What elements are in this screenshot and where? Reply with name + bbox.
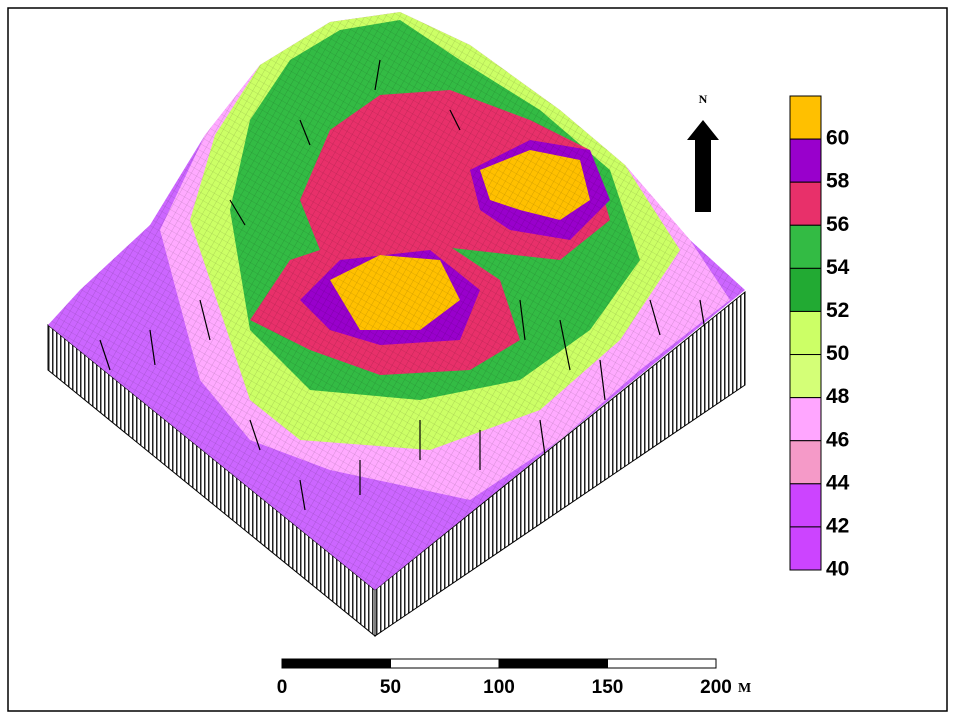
scale-label: 150 — [592, 677, 624, 698]
legend-label: 58 — [826, 170, 850, 193]
terrain — [48, 12, 745, 636]
legend-swatch — [790, 527, 821, 570]
legend-label: 48 — [826, 385, 850, 408]
legend-swatch — [790, 225, 821, 268]
legend-label: 60 — [826, 127, 849, 150]
legend-swatch — [790, 484, 821, 527]
legend-label: 40 — [826, 558, 849, 581]
north-label: N — [699, 92, 708, 106]
legend-swatch — [790, 182, 821, 225]
scale-segment — [499, 659, 608, 668]
scale-unit: M — [738, 681, 751, 696]
legend-swatch — [790, 311, 821, 354]
scale-bar: 0 50 100 150 200 M — [277, 659, 752, 698]
legend-swatch — [790, 139, 821, 182]
legend-swatch — [790, 398, 821, 441]
legend-label: 46 — [826, 428, 849, 451]
legend-label: 42 — [826, 514, 849, 537]
legend-label: 54 — [826, 256, 850, 279]
legend: 60 58 56 54 52 50 48 46 44 42 40 — [790, 96, 850, 581]
scale-label: 100 — [483, 677, 515, 698]
legend-label: 50 — [826, 342, 849, 365]
legend-label: 56 — [826, 213, 849, 236]
legend-label: 52 — [826, 299, 849, 322]
north-arrow: N — [687, 92, 719, 212]
legend-swatch — [790, 441, 821, 484]
legend-label: 44 — [826, 471, 850, 494]
legend-swatch — [790, 355, 821, 398]
scale-segment — [608, 659, 717, 668]
scale-label: 50 — [380, 677, 401, 698]
legend-swatch — [790, 268, 821, 311]
map: N 60 58 56 54 52 50 48 46 44 42 40 0 50 100 150 200 M — [0, 0, 955, 719]
legend-swatch — [790, 96, 821, 139]
scale-segment — [391, 659, 500, 668]
scale-label: 200 — [700, 677, 732, 698]
scale-label: 0 — [277, 677, 288, 698]
scale-segment — [282, 659, 391, 668]
